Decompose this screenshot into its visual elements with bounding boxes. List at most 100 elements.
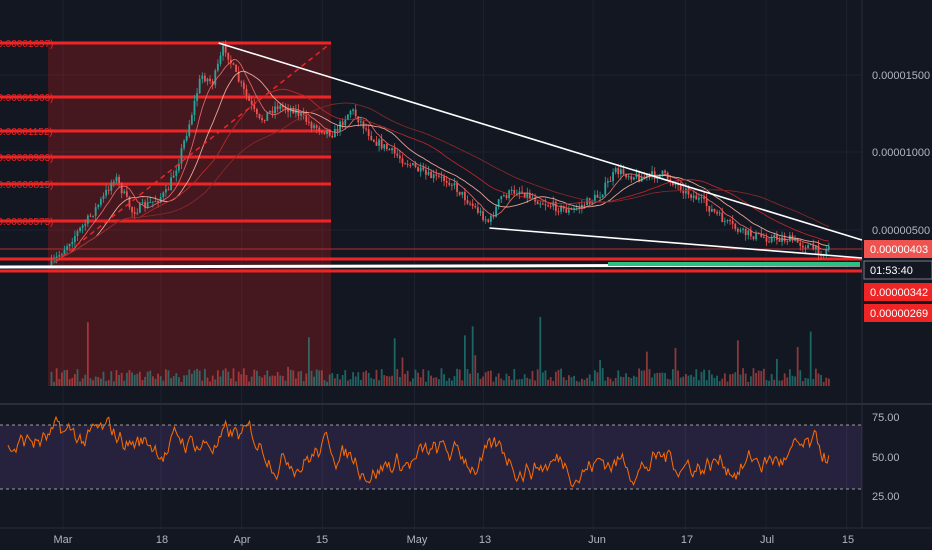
candle-body (638, 173, 640, 182)
candle-body (328, 130, 331, 136)
x-tick-label: 15 (842, 534, 854, 546)
candle-body (544, 204, 547, 206)
candle-body (310, 122, 313, 129)
volume-bar (349, 379, 352, 386)
candle-body (89, 215, 92, 217)
volume-bar (432, 377, 435, 386)
volume-bar (268, 376, 271, 386)
candle-body (409, 164, 412, 166)
volume-bar (58, 378, 61, 386)
price-tag-label: 0.00000342 (870, 287, 928, 299)
candle-body (627, 176, 630, 178)
volume-bar (807, 378, 809, 386)
price-tag-label: 0.00000403 (870, 244, 928, 256)
volume-bar (708, 369, 711, 386)
volume-bar (198, 370, 201, 386)
volume-bar (297, 371, 300, 386)
candle-body (320, 130, 323, 133)
volume-bar (528, 379, 531, 386)
candle-body (427, 171, 430, 175)
volume-bar (211, 375, 214, 386)
volume-bar (674, 347, 677, 386)
candle-body (383, 144, 386, 149)
candle-body (170, 177, 172, 191)
volume-bar (666, 378, 669, 386)
volume-bar (684, 373, 687, 386)
volume-bar (617, 370, 620, 386)
candle-body (71, 242, 74, 245)
volume-bar (713, 377, 716, 386)
volume-bar (682, 376, 685, 386)
volume-bar (471, 326, 474, 386)
candle-body (81, 225, 84, 228)
rsi-tick-label: 75.00 (872, 412, 900, 424)
candle-body (406, 163, 409, 165)
candle-body (188, 124, 191, 136)
volume-bar (801, 381, 804, 386)
candle-body (227, 52, 230, 60)
rsi-pane (0, 415, 862, 490)
volume-bar (138, 371, 141, 386)
candle-body (219, 55, 222, 64)
volume-bar (604, 380, 607, 386)
volume-bar (606, 376, 609, 386)
volume-bar (515, 379, 518, 386)
volume-bar (531, 370, 534, 386)
volume-bar (671, 369, 674, 386)
volume-bar (175, 373, 178, 386)
candle-body (630, 176, 633, 180)
volume-bar (500, 378, 503, 386)
volume-bar (575, 380, 578, 386)
candle-body (79, 227, 81, 232)
volume-bar (705, 380, 708, 386)
volume-bar (482, 376, 484, 386)
volume-bar (409, 381, 412, 386)
volume-bar (237, 371, 240, 386)
candle-body (781, 237, 783, 242)
volume-bar (276, 371, 279, 386)
candle-body (76, 231, 79, 236)
volume-bar (255, 370, 258, 386)
volume-bar (456, 368, 458, 386)
volume-bar (710, 374, 713, 386)
trendlines[interactable] (0, 42, 863, 269)
candle-body (703, 197, 705, 199)
candle-body (198, 78, 201, 94)
volume-bar (50, 371, 53, 386)
candle-body (450, 184, 453, 186)
candle-body (136, 212, 139, 214)
candle-body (185, 135, 188, 141)
candle-body (606, 181, 609, 183)
volume-bar (721, 378, 724, 386)
candle-body (801, 245, 804, 248)
volume-bar (619, 376, 622, 386)
candle-body (372, 139, 375, 142)
candle-body (723, 221, 726, 223)
volume-bar (461, 380, 464, 386)
volume-bar (726, 381, 729, 386)
candle-body (193, 100, 196, 116)
candle-body (521, 191, 523, 193)
volume-bar (677, 370, 679, 386)
volume-bar (443, 374, 445, 386)
candle-body (502, 195, 505, 197)
volume-bar (635, 376, 638, 386)
volume-bar (326, 381, 328, 386)
candle-body (523, 192, 526, 198)
volume-bar (339, 379, 341, 386)
volume-bar (307, 337, 310, 386)
candle-body (479, 211, 482, 213)
candle-body (414, 163, 417, 168)
volume-bar (643, 370, 646, 386)
candle-body (203, 75, 206, 82)
volume-bar (229, 378, 232, 386)
volume-bar (622, 377, 625, 386)
volume-bar (526, 377, 529, 386)
candle-body (778, 239, 781, 242)
candle-body (112, 181, 115, 183)
fib-level-label: (0.00001360) (0, 93, 54, 104)
candle-body (716, 211, 718, 214)
candle-body (424, 169, 427, 175)
candle-body (729, 220, 731, 222)
